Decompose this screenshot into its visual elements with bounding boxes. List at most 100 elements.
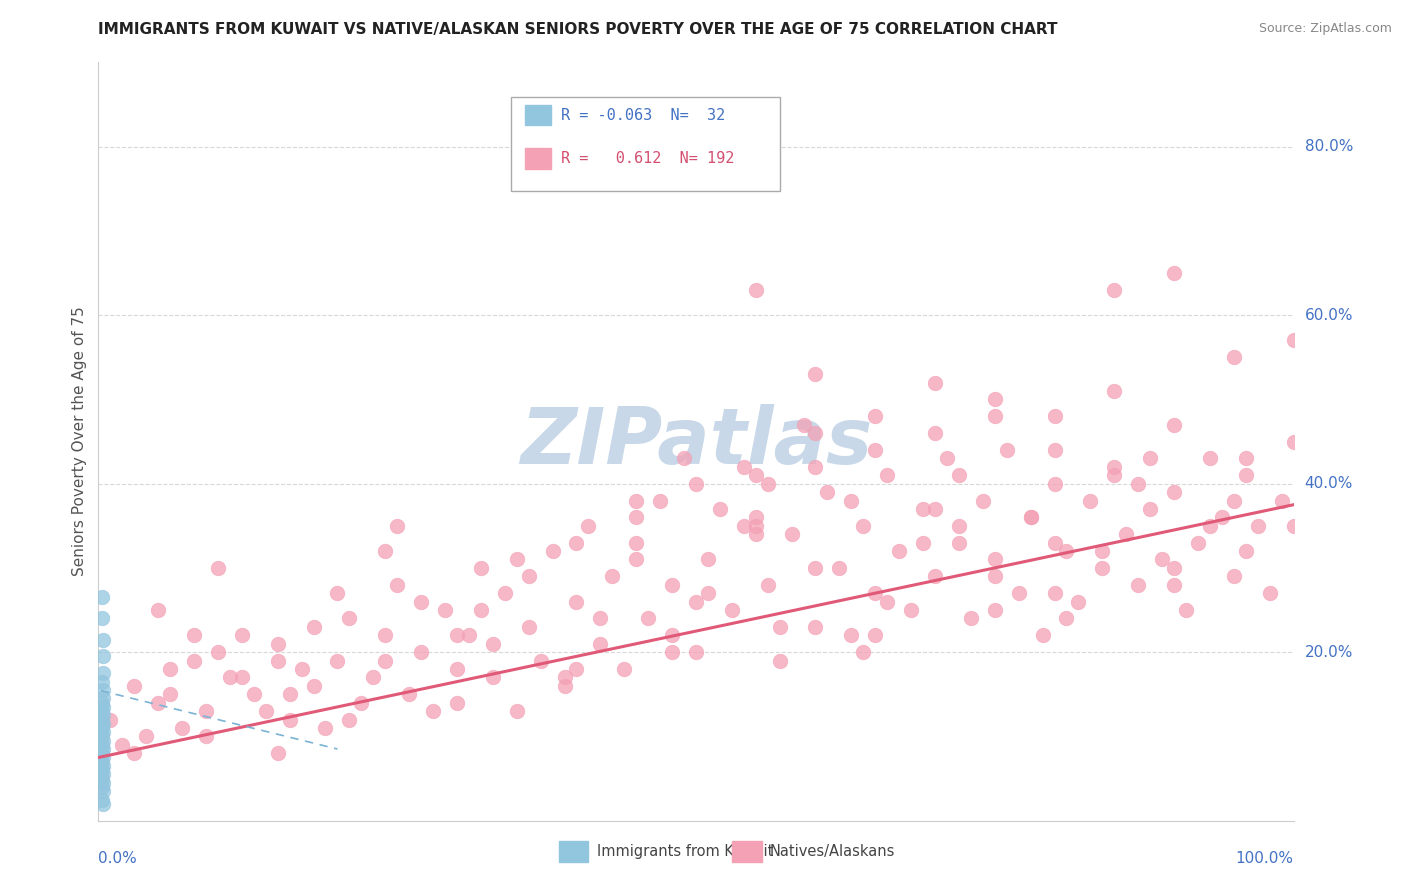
Point	[91, 632, 114, 647]
Point	[91, 704, 114, 718]
Point	[91, 721, 114, 735]
Point	[876, 594, 898, 608]
Point	[995, 442, 1018, 457]
Point	[374, 654, 396, 668]
Point	[385, 518, 409, 533]
Point	[804, 459, 827, 474]
Point	[91, 591, 114, 605]
Point	[1043, 476, 1066, 491]
Point	[936, 451, 959, 466]
Point	[1032, 628, 1054, 642]
Point	[422, 704, 444, 718]
Point	[326, 586, 349, 600]
Point	[159, 662, 181, 676]
Point	[1091, 544, 1114, 558]
Point	[865, 628, 887, 642]
Bar	[558, 841, 589, 863]
Point	[565, 662, 588, 676]
Point	[745, 518, 768, 533]
Point	[780, 527, 803, 541]
Point	[1139, 451, 1161, 466]
Point	[411, 594, 433, 608]
Point	[589, 611, 612, 625]
Point	[91, 750, 114, 764]
Point	[411, 645, 433, 659]
Point	[865, 442, 887, 457]
Point	[91, 716, 114, 731]
Point	[374, 628, 396, 642]
Point	[124, 679, 146, 693]
Point	[924, 376, 946, 390]
Point	[267, 746, 290, 760]
Point	[446, 662, 468, 676]
Point	[1115, 527, 1137, 541]
Text: 40.0%: 40.0%	[1305, 476, 1353, 491]
Point	[685, 476, 707, 491]
Point	[446, 696, 468, 710]
Point	[1258, 586, 1281, 600]
Point	[350, 696, 373, 710]
Point	[554, 679, 576, 693]
Point	[1152, 552, 1174, 566]
Point	[756, 578, 779, 592]
Point	[98, 713, 122, 727]
Point	[924, 569, 946, 583]
Point	[91, 772, 114, 786]
Text: Source: ZipAtlas.com: Source: ZipAtlas.com	[1258, 22, 1392, 36]
Point	[339, 713, 361, 727]
Point	[91, 784, 114, 798]
Point	[326, 654, 349, 668]
Point	[195, 704, 218, 718]
Point	[91, 730, 114, 744]
Point	[1223, 351, 1246, 365]
Point	[434, 603, 457, 617]
Point	[948, 468, 970, 483]
Point	[541, 544, 564, 558]
Point	[661, 645, 683, 659]
Point	[804, 620, 827, 634]
Point	[278, 713, 301, 727]
Point	[124, 746, 146, 760]
Point	[876, 468, 898, 483]
Point	[135, 730, 157, 744]
Point	[637, 611, 659, 625]
Point	[852, 518, 875, 533]
Bar	[733, 841, 762, 863]
Point	[517, 620, 540, 634]
Text: 20.0%: 20.0%	[1305, 645, 1353, 660]
Point	[1223, 493, 1246, 508]
Point	[756, 476, 779, 491]
Point	[1175, 603, 1198, 617]
Point	[900, 603, 922, 617]
Bar	[524, 105, 551, 126]
Point	[804, 367, 827, 381]
Point	[91, 759, 114, 773]
Point	[1211, 510, 1233, 524]
Text: Natives/Alaskans: Natives/Alaskans	[770, 844, 896, 859]
Point	[315, 721, 337, 735]
Point	[745, 283, 768, 297]
Text: 60.0%: 60.0%	[1305, 308, 1353, 323]
Point	[1163, 561, 1185, 575]
Point	[911, 535, 934, 549]
Point	[91, 776, 114, 790]
Point	[852, 645, 875, 659]
Point	[1056, 611, 1078, 625]
Point	[1019, 510, 1042, 524]
Point	[91, 746, 114, 760]
Text: 100.0%: 100.0%	[1236, 851, 1294, 866]
Text: ZIPatlas: ZIPatlas	[520, 403, 872, 480]
Point	[1139, 502, 1161, 516]
Point	[91, 674, 114, 689]
Point	[948, 535, 970, 549]
Point	[1104, 459, 1126, 474]
Point	[1163, 485, 1185, 500]
Point	[984, 569, 1007, 583]
Point	[183, 628, 205, 642]
Point	[554, 670, 576, 684]
Point	[278, 687, 301, 701]
Point	[1019, 510, 1042, 524]
Point	[984, 552, 1007, 566]
Point	[1104, 283, 1126, 297]
Point	[697, 586, 720, 600]
